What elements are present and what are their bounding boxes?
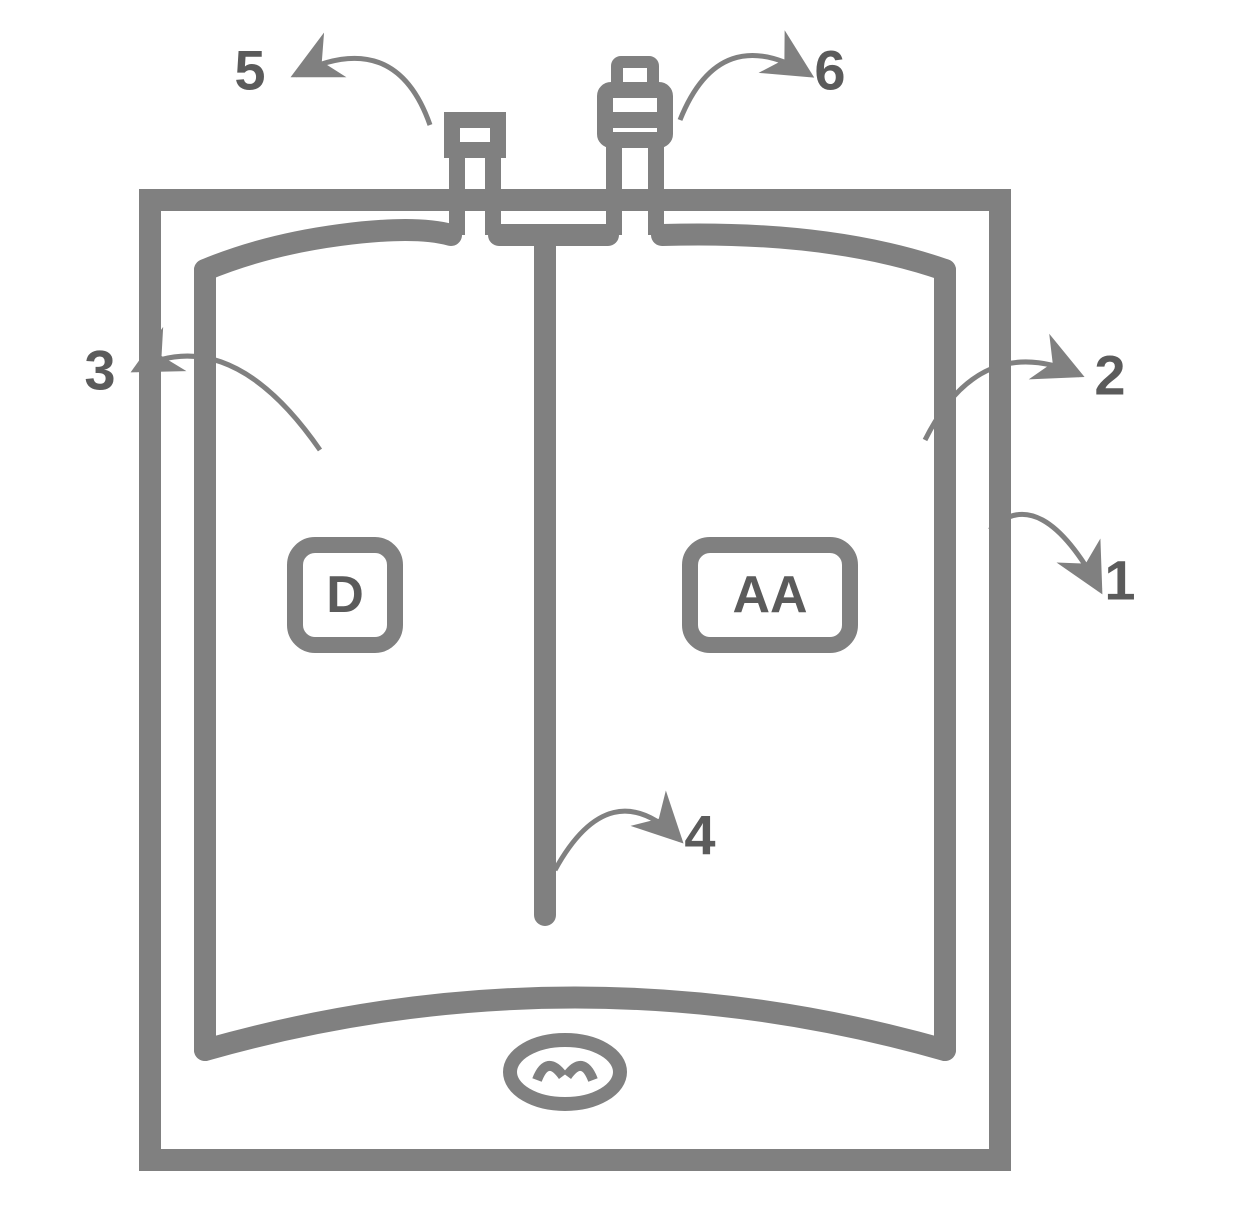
callout-arrow-4: [555, 811, 680, 870]
compartment-label-left: D: [326, 566, 364, 624]
callout-label-3: 3: [84, 339, 115, 402]
port-right-septum: [611, 112, 659, 128]
inner-top-arc-left: [205, 230, 451, 270]
outer-pouch: [150, 200, 1000, 1160]
port-left-cap: [452, 120, 498, 150]
callout-label-1: 1: [1104, 549, 1135, 612]
hang-feature-lobe-r: [567, 1066, 593, 1080]
callout-label-5: 5: [234, 39, 265, 102]
callout-arrow-6: [680, 55, 810, 120]
callout-label-2: 2: [1094, 344, 1125, 407]
compartment-label-right: AA: [732, 566, 807, 624]
callout-arrow-3: [135, 356, 320, 450]
inner-top-arc-right: [662, 234, 945, 270]
callout-label-4: 4: [684, 804, 715, 867]
callout-arrow-5: [295, 58, 430, 125]
callout-label-6: 6: [814, 39, 845, 102]
hang-feature-lobe-l: [537, 1066, 563, 1080]
port-right-cap: [617, 62, 653, 90]
